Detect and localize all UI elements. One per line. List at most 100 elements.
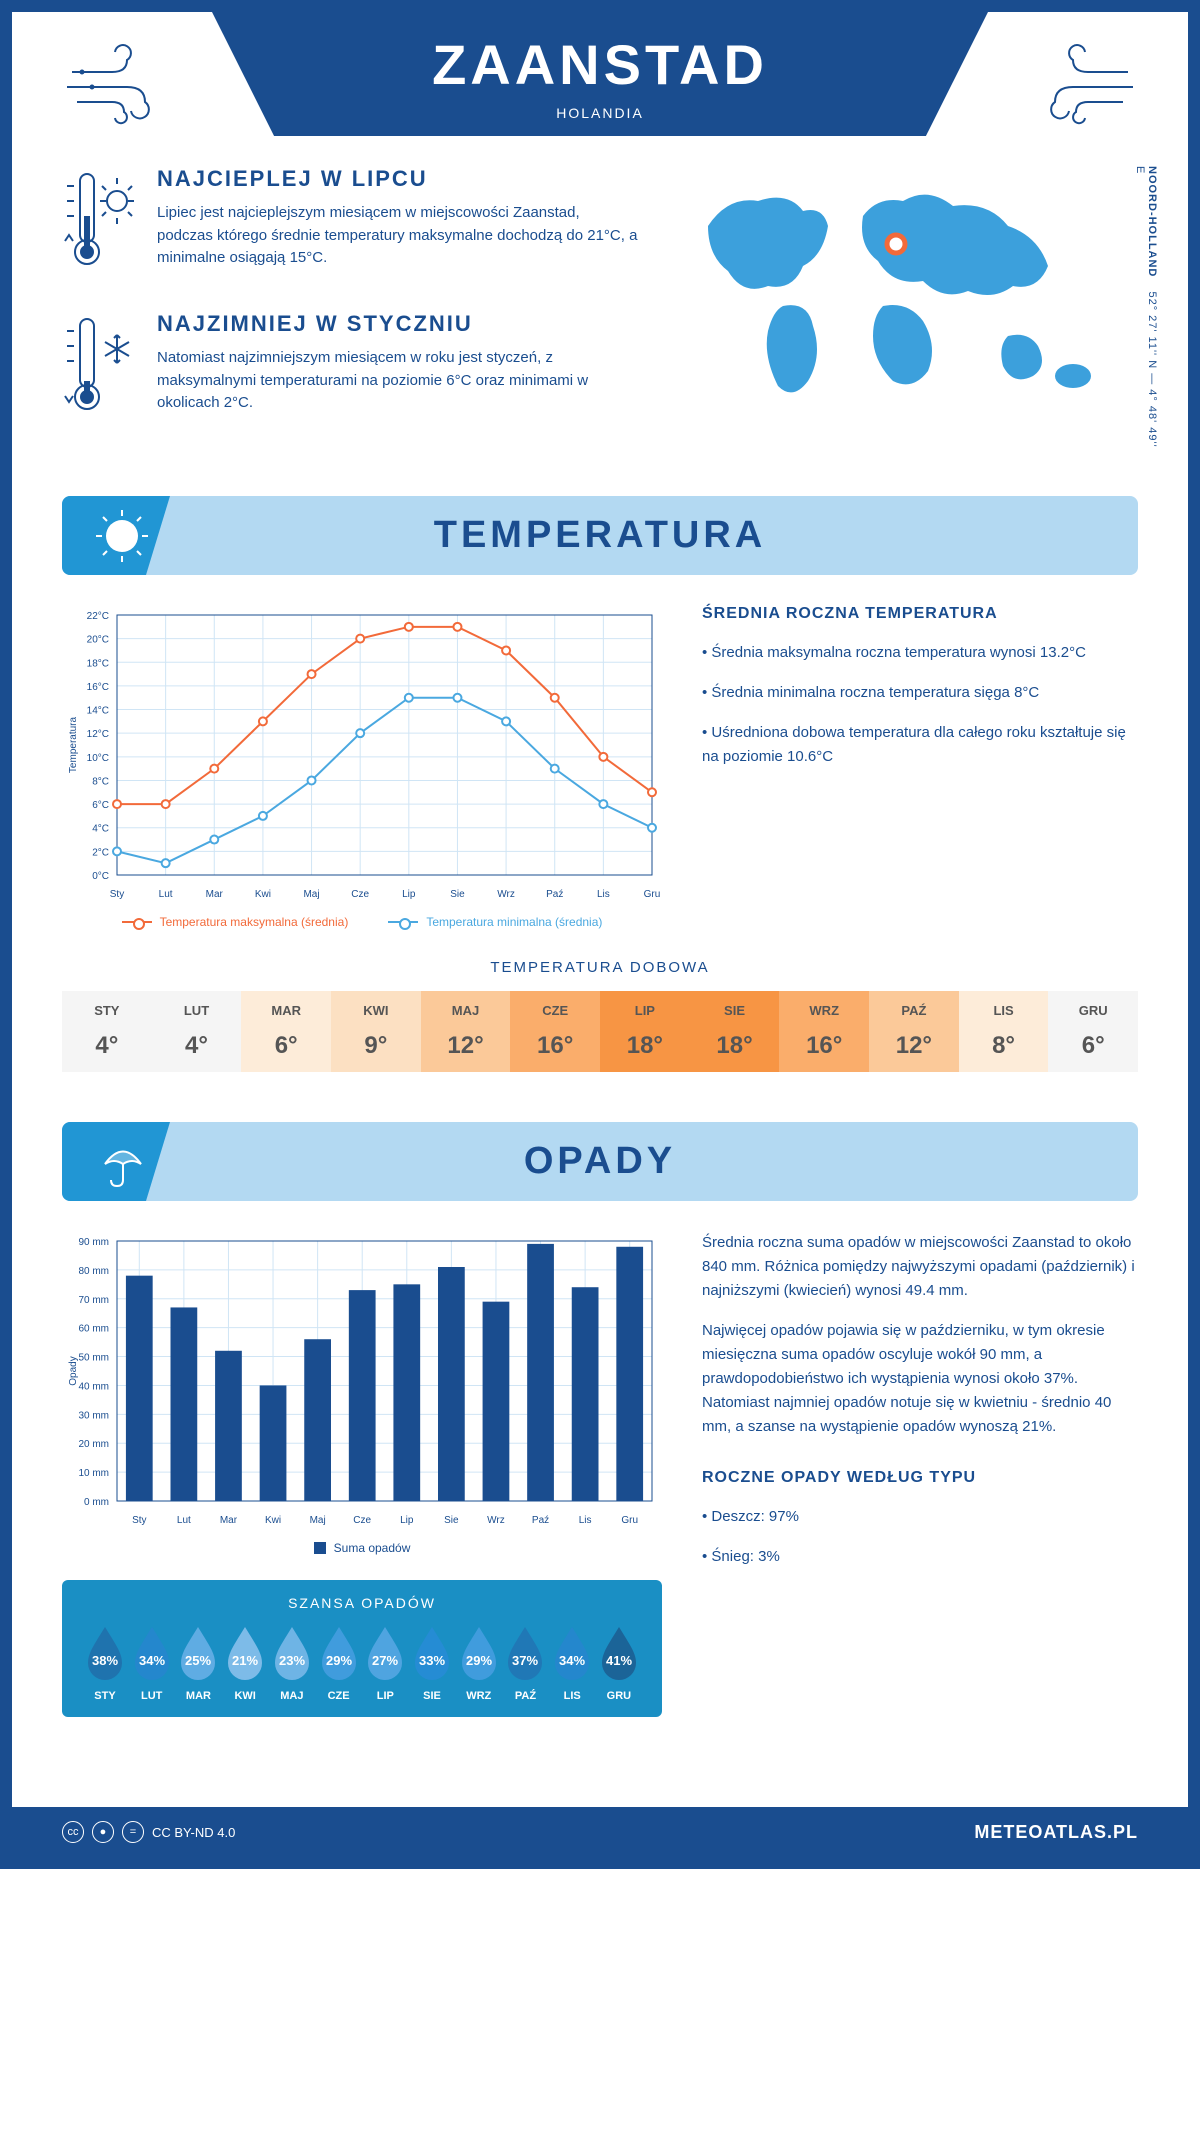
- svg-text:Kwi: Kwi: [255, 889, 271, 900]
- svg-text:Lip: Lip: [402, 889, 416, 900]
- svg-text:25%: 25%: [185, 1653, 211, 1668]
- daily-cell: KWI9°: [331, 991, 421, 1072]
- rain-section-header: OPADY: [62, 1122, 1138, 1201]
- svg-text:12°C: 12°C: [87, 729, 109, 740]
- temperature-summary: ŚREDNIA ROCZNA TEMPERATURA • Średnia mak…: [702, 605, 1138, 929]
- brand: METEOATLAS.PL: [974, 1822, 1138, 1843]
- svg-text:Paź: Paź: [546, 889, 563, 900]
- thermometer-hot-icon: [62, 166, 137, 276]
- region-label: NOORD-HOLLAND: [1146, 166, 1158, 277]
- svg-text:Cze: Cze: [351, 889, 369, 900]
- svg-text:18°C: 18°C: [87, 658, 109, 669]
- svg-text:Mar: Mar: [220, 1515, 238, 1526]
- svg-text:33%: 33%: [419, 1653, 445, 1668]
- svg-text:10 mm: 10 mm: [78, 1468, 109, 1479]
- svg-text:30 mm: 30 mm: [78, 1410, 109, 1421]
- thermometer-cold-icon: [62, 311, 137, 421]
- svg-text:27%: 27%: [372, 1653, 398, 1668]
- daily-cell: SIE18°: [690, 991, 780, 1072]
- rain-drop: 37%PAŹ: [502, 1623, 548, 1702]
- rain-drop: 38%STY: [82, 1623, 128, 1702]
- temp-bullet: • Średnia minimalna roczna temperatura s…: [702, 681, 1138, 705]
- rain-p2: Najwięcej opadów pojawia się w październ…: [702, 1319, 1138, 1439]
- svg-text:20°C: 20°C: [87, 635, 109, 646]
- rain-type-title: ROCZNE OPADY WEDŁUG TYPU: [702, 1469, 1138, 1487]
- daily-cell: MAJ12°: [421, 991, 511, 1072]
- svg-text:38%: 38%: [92, 1653, 118, 1668]
- svg-text:0 mm: 0 mm: [84, 1497, 109, 1508]
- svg-text:20 mm: 20 mm: [78, 1439, 109, 1450]
- hottest-block: NAJCIEPLEJ W LIPCU Lipiec jest najcieple…: [62, 166, 638, 276]
- rain-drop: 41%GRU: [596, 1623, 642, 1702]
- temperature-title: TEMPERATURA: [92, 514, 1108, 557]
- svg-text:41%: 41%: [606, 1653, 632, 1668]
- svg-text:Wrz: Wrz: [487, 1515, 505, 1526]
- svg-text:34%: 34%: [139, 1653, 165, 1668]
- svg-text:50 mm: 50 mm: [78, 1353, 109, 1364]
- svg-text:37%: 37%: [512, 1653, 538, 1668]
- rain-drop: 34%LIS: [549, 1623, 595, 1702]
- legend-min: Temperatura minimalna (średnia): [426, 915, 602, 929]
- country-subtitle: HOLANDIA: [272, 105, 928, 121]
- svg-text:Gru: Gru: [621, 1515, 638, 1526]
- coldest-title: NAJZIMNIEJ W STYCZNIU: [157, 311, 638, 337]
- by-icon: ●: [92, 1821, 114, 1843]
- header: ZAANSTAD HOLANDIA: [62, 42, 1138, 136]
- license-text: CC BY-ND 4.0: [152, 1825, 235, 1840]
- rain-chance-box: SZANSA OPADÓW 38%STY34%LUT25%MAR21%KWI23…: [62, 1580, 662, 1717]
- daily-cell: LIS8°: [959, 991, 1049, 1072]
- svg-text:29%: 29%: [326, 1653, 352, 1668]
- info-row: NAJCIEPLEJ W LIPCU Lipiec jest najcieple…: [62, 166, 1138, 456]
- svg-text:29%: 29%: [466, 1653, 492, 1668]
- latitude: 52° 27' 11'' N: [1146, 291, 1158, 369]
- svg-text:Kwi: Kwi: [265, 1515, 281, 1526]
- daily-cell: LUT4°: [152, 991, 242, 1072]
- svg-text:80 mm: 80 mm: [78, 1266, 109, 1277]
- svg-text:10°C: 10°C: [87, 753, 109, 764]
- svg-text:60 mm: 60 mm: [78, 1324, 109, 1335]
- svg-text:0°C: 0°C: [92, 871, 109, 882]
- wind-icon-left: [62, 42, 182, 132]
- svg-text:14°C: 14°C: [87, 706, 109, 717]
- svg-text:Sie: Sie: [444, 1515, 459, 1526]
- daily-cell: PAŹ12°: [869, 991, 959, 1072]
- rain-drop: 29%WRZ: [456, 1623, 502, 1702]
- svg-text:Lut: Lut: [159, 889, 173, 900]
- temp-side-title: ŚREDNIA ROCZNA TEMPERATURA: [702, 605, 1138, 623]
- legend-max: Temperatura maksymalna (średnia): [160, 915, 349, 929]
- svg-text:4°C: 4°C: [92, 824, 109, 835]
- temperature-section-header: TEMPERATURA: [62, 496, 1138, 575]
- umbrella-icon: [95, 1134, 150, 1189]
- svg-text:Sty: Sty: [132, 1515, 146, 1526]
- svg-text:Lip: Lip: [400, 1515, 414, 1526]
- cc-icon: cc: [62, 1821, 84, 1843]
- footer: cc ● = CC BY-ND 4.0 METEOATLAS.PL: [12, 1807, 1188, 1857]
- chance-title: SZANSA OPADÓW: [82, 1595, 642, 1611]
- coldest-text: Natomiast najzimniejszym miesiącem w rok…: [157, 347, 638, 415]
- rain-drop: 25%MAR: [175, 1623, 221, 1702]
- coldest-block: NAJZIMNIEJ W STYCZNIU Natomiast najzimni…: [62, 311, 638, 421]
- rain-drop: 34%LUT: [129, 1623, 175, 1702]
- rain-drop: 21%KWI: [222, 1623, 268, 1702]
- svg-text:Opady: Opady: [68, 1356, 79, 1385]
- svg-text:Lis: Lis: [597, 889, 610, 900]
- daily-cell: MAR6°: [241, 991, 331, 1072]
- daily-cell: STY4°: [62, 991, 152, 1072]
- svg-text:Maj: Maj: [303, 889, 319, 900]
- rain-drop: 29%CZE: [316, 1623, 362, 1702]
- svg-text:8°C: 8°C: [92, 776, 109, 787]
- rain-drop: 27%LIP: [362, 1623, 408, 1702]
- daily-temp-row: STY4°LUT4°MAR6°KWI9°MAJ12°CZE16°LIP18°SI…: [62, 991, 1138, 1072]
- rain-drop: 23%MAJ: [269, 1623, 315, 1702]
- world-map: NOORD-HOLLAND 52° 27' 11'' N — 4° 48' 49…: [678, 166, 1138, 456]
- svg-text:22°C: 22°C: [87, 611, 109, 622]
- rain-type-snow: • Śnieg: 3%: [702, 1545, 1138, 1569]
- title-banner: ZAANSTAD HOLANDIA: [212, 12, 988, 136]
- svg-text:Mar: Mar: [206, 889, 224, 900]
- rain-drop: 33%SIE: [409, 1623, 455, 1702]
- svg-text:34%: 34%: [559, 1653, 585, 1668]
- license: cc ● = CC BY-ND 4.0: [62, 1821, 235, 1843]
- svg-text:Sie: Sie: [450, 889, 465, 900]
- svg-text:70 mm: 70 mm: [78, 1295, 109, 1306]
- daily-cell: LIP18°: [600, 991, 690, 1072]
